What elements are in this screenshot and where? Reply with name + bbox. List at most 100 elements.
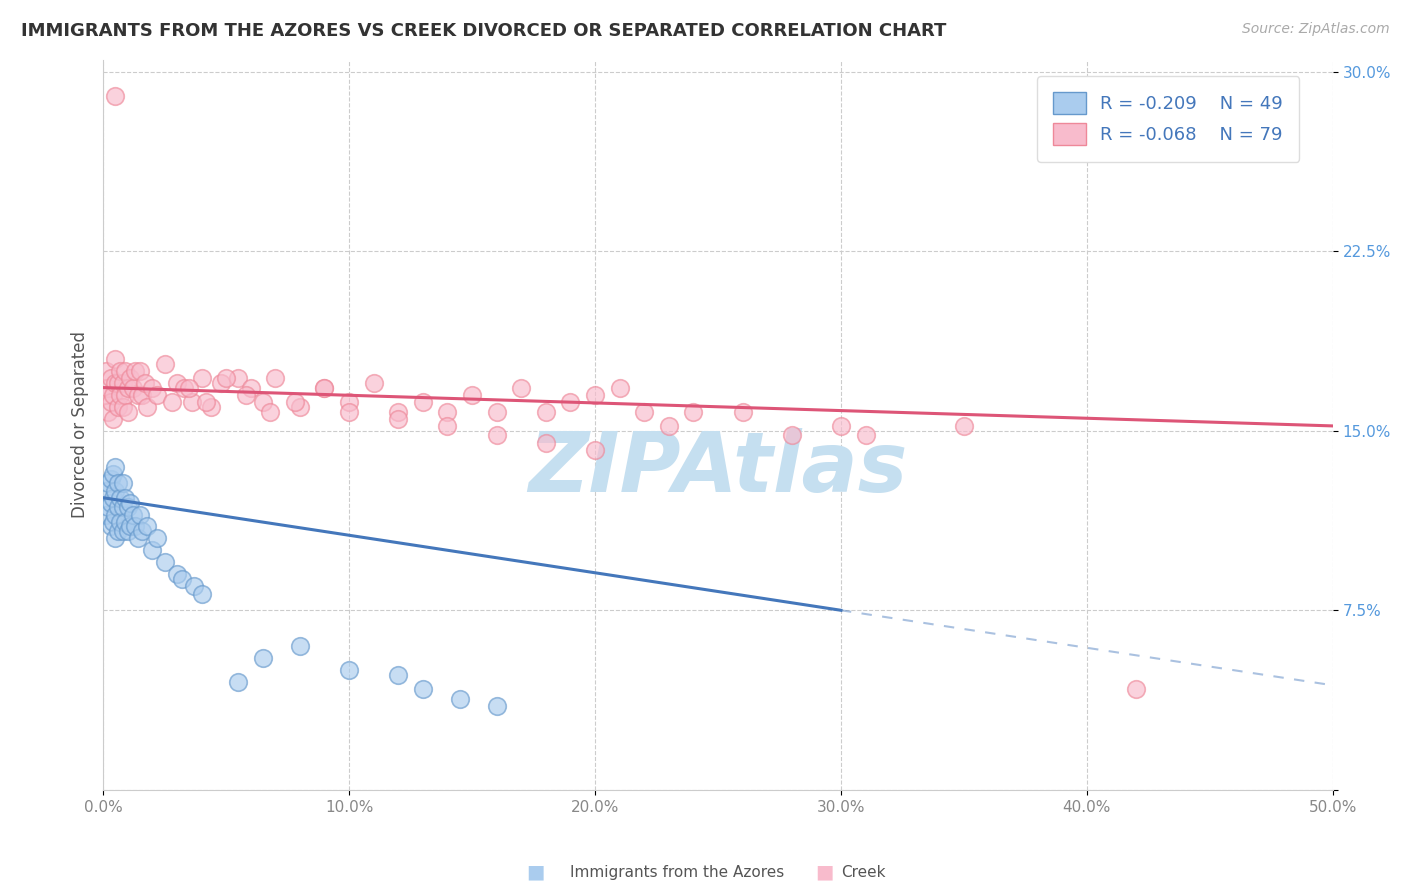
Point	[94, 483, 117, 498]
Point	[110, 515, 132, 529]
Point	[953, 418, 976, 433]
Point	[104, 459, 127, 474]
Point	[284, 395, 307, 409]
Y-axis label: Divorced or Separated: Divorced or Separated	[72, 331, 89, 518]
Point	[120, 495, 142, 509]
Point	[127, 532, 149, 546]
Point	[100, 495, 122, 509]
Point	[97, 500, 120, 515]
Point	[107, 476, 129, 491]
Point	[114, 364, 136, 378]
Point	[97, 381, 120, 395]
Point	[510, 381, 533, 395]
Point	[215, 371, 238, 385]
Point	[114, 491, 136, 505]
Point	[120, 371, 142, 385]
Point	[94, 508, 117, 522]
Point	[114, 515, 136, 529]
Point	[609, 381, 631, 395]
Point	[179, 381, 201, 395]
Point	[114, 388, 136, 402]
Point	[153, 357, 176, 371]
Point	[111, 400, 134, 414]
Text: ZIPAtlas: ZIPAtlas	[529, 428, 908, 509]
Point	[160, 395, 183, 409]
Point	[436, 404, 458, 418]
Point	[337, 663, 360, 677]
Point	[387, 411, 409, 425]
Point	[101, 467, 124, 481]
Point	[166, 376, 188, 390]
Point	[131, 524, 153, 539]
Point	[337, 404, 360, 418]
Point	[107, 400, 129, 414]
Text: Creek: Creek	[841, 865, 886, 880]
Point	[436, 418, 458, 433]
Point	[107, 376, 129, 390]
Point	[314, 381, 336, 395]
Point	[111, 500, 134, 515]
Point	[129, 364, 152, 378]
Point	[830, 418, 852, 433]
Point	[111, 376, 134, 390]
Point	[136, 400, 159, 414]
Point	[111, 524, 134, 539]
Point	[337, 395, 360, 409]
Point	[534, 435, 557, 450]
Text: Immigrants from the Azores: Immigrants from the Azores	[571, 865, 785, 880]
Point	[146, 532, 169, 546]
Text: ■: ■	[815, 863, 834, 882]
Point	[1125, 682, 1147, 697]
Point	[228, 675, 250, 690]
Point	[127, 388, 149, 402]
Point	[228, 371, 250, 385]
Point	[104, 508, 127, 522]
Point	[153, 555, 176, 569]
Point	[120, 519, 142, 533]
Point	[449, 691, 471, 706]
Point	[288, 639, 311, 653]
Point	[855, 428, 877, 442]
Point	[780, 428, 803, 442]
Point	[110, 491, 132, 505]
Text: IMMIGRANTS FROM THE AZORES VS CREEK DIVORCED OR SEPARATED CORRELATION CHART: IMMIGRANTS FROM THE AZORES VS CREEK DIVO…	[21, 22, 946, 40]
Point	[136, 519, 159, 533]
Point	[658, 418, 681, 433]
Point	[534, 404, 557, 418]
Point	[104, 532, 127, 546]
Point	[166, 567, 188, 582]
Point	[146, 388, 169, 402]
Point	[633, 404, 655, 418]
Point	[101, 515, 124, 529]
Point	[239, 381, 262, 395]
Point	[101, 411, 124, 425]
Point	[100, 519, 122, 533]
Point	[107, 500, 129, 515]
Point	[682, 404, 704, 418]
Point	[134, 376, 156, 390]
Point	[94, 364, 117, 378]
Point	[252, 395, 274, 409]
Point	[173, 381, 195, 395]
Point	[412, 395, 434, 409]
Point	[485, 404, 508, 418]
Point	[94, 388, 117, 402]
Point	[195, 395, 218, 409]
Point	[124, 364, 146, 378]
Point	[583, 442, 606, 457]
Point	[121, 508, 143, 522]
Point	[412, 682, 434, 697]
Point	[387, 404, 409, 418]
Point	[100, 472, 122, 486]
Point	[288, 400, 311, 414]
Point	[259, 404, 281, 418]
Point	[209, 376, 232, 390]
Point	[104, 483, 127, 498]
Point	[104, 351, 127, 366]
Point	[252, 651, 274, 665]
Text: Source: ZipAtlas.com: Source: ZipAtlas.com	[1241, 22, 1389, 37]
Point	[264, 371, 287, 385]
Point	[183, 579, 205, 593]
Point	[117, 500, 139, 515]
Point	[314, 381, 336, 395]
